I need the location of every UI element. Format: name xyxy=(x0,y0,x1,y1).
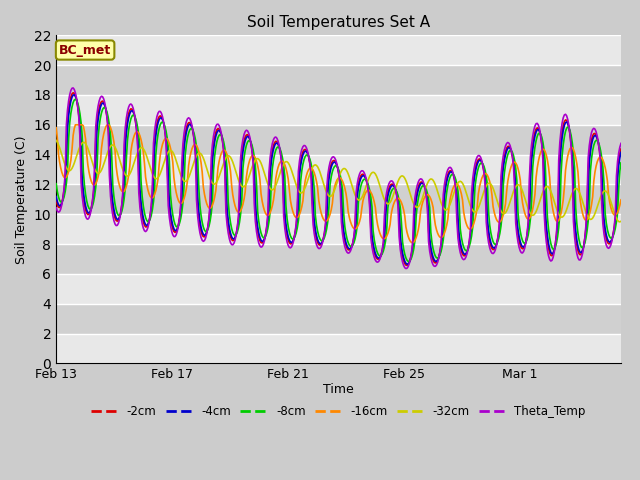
Bar xyxy=(56,334,621,363)
Bar xyxy=(56,65,621,95)
Y-axis label: Soil Temperature (C): Soil Temperature (C) xyxy=(15,135,28,264)
Bar xyxy=(56,5,621,36)
Bar xyxy=(56,95,621,125)
Text: BC_met: BC_met xyxy=(59,44,111,57)
Bar xyxy=(56,304,621,334)
Bar xyxy=(56,244,621,274)
Title: Soil Temperatures Set A: Soil Temperatures Set A xyxy=(247,15,430,30)
Bar xyxy=(56,274,621,304)
X-axis label: Time: Time xyxy=(323,383,354,396)
Bar xyxy=(56,36,621,65)
Bar xyxy=(56,214,621,244)
Bar xyxy=(56,155,621,184)
Legend: -2cm, -4cm, -8cm, -16cm, -32cm, Theta_Temp: -2cm, -4cm, -8cm, -16cm, -32cm, Theta_Te… xyxy=(86,401,591,423)
Bar xyxy=(56,184,621,214)
Bar xyxy=(56,125,621,155)
